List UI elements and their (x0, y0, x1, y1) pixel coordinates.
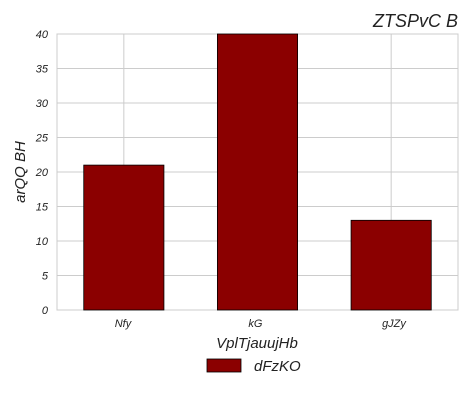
bar-gJZy (350, 219, 432, 311)
y-tick-label: 15 (36, 202, 49, 214)
y-tick-label: 10 (36, 236, 49, 248)
x-tick-label: gJZy (382, 318, 407, 330)
x-tick-labels: Nfy kG gJZy (115, 318, 408, 330)
y-tick-label: 30 (36, 98, 49, 110)
chart-title: ZTSPvC B (372, 11, 458, 31)
y-tick-label: 0 (42, 305, 49, 317)
bar-kG (216, 33, 298, 311)
y-tick-label: 5 (42, 271, 49, 283)
legend: dFzKO (206, 358, 301, 375)
x-axis-label: VplTjauujHb (216, 335, 298, 352)
bars (83, 33, 432, 311)
legend-label: dFzKO (254, 358, 301, 375)
y-tick-label: 25 (35, 133, 49, 145)
y-axis-label: arQQ BH (12, 141, 29, 203)
y-tick-labels: 0 5 10 15 20 25 30 35 40 (35, 29, 49, 317)
y-tick-label: 40 (36, 29, 49, 41)
bar-Nfy (83, 164, 165, 311)
y-tick-label: 20 (35, 167, 49, 179)
y-tick-label: 35 (36, 64, 49, 76)
x-tick-label: Nfy (115, 318, 133, 330)
x-tick-label: kG (248, 318, 263, 330)
legend-swatch (206, 358, 242, 373)
